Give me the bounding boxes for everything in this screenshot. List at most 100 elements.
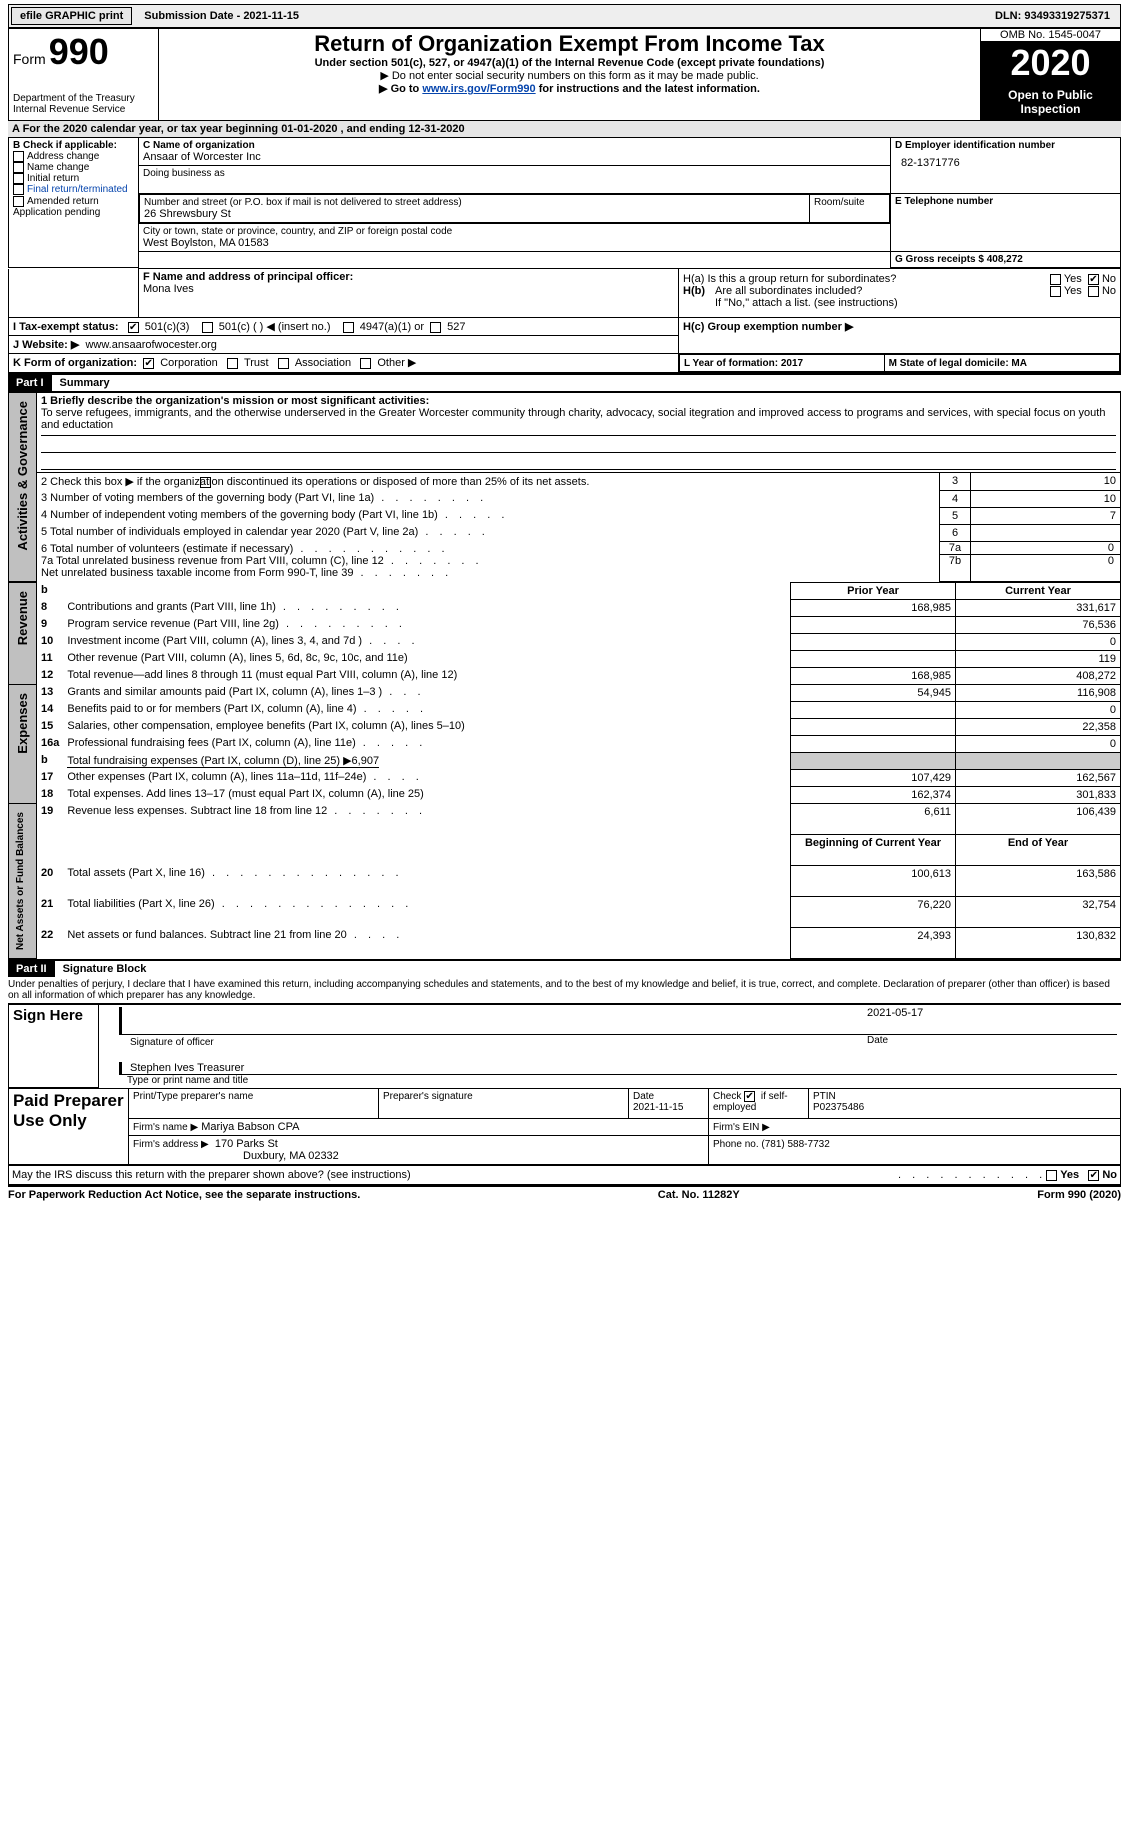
l15cy: 22,358 [956,718,1121,735]
l4n: 4 [940,490,971,507]
line2-text: 2 Check this box ▶ if the organization d… [41,476,589,488]
firm-name-value: Mariya Babson CPA [201,1121,299,1133]
form-subtitle: Under section 501(c), 527, or 4947(a)(1)… [163,57,976,69]
final-return-label: Final return/terminated [27,185,128,196]
l22n: 22 [37,927,64,958]
l13cy: 116,908 [956,684,1121,701]
phone-no: Phone no. (781) 588-7732 [713,1139,830,1150]
check-if-text: Check [713,1091,744,1102]
address-change-checkbox[interactable] [13,151,24,162]
hc-label: H(c) Group exemption number ▶ [683,321,853,333]
ha-no-checkbox[interactable] [1088,274,1099,285]
line3-val: 10 [971,473,1121,491]
omb-number: OMB No. 1545-0047 [981,29,1120,42]
i-4947: 4947(a)(1) or [360,321,424,333]
end-year-header: End of Year [956,834,1121,865]
l7bv: 0 [971,555,1120,567]
l17cy: 162,567 [956,769,1121,786]
vert-governance: Activities & Governance [13,395,32,557]
k-corp-checkbox[interactable] [143,358,154,369]
k-trust-checkbox[interactable] [227,358,238,369]
l16b-gray2 [956,752,1121,769]
k-other-checkbox[interactable] [360,358,371,369]
self-emp-checkbox[interactable] [744,1091,755,1102]
discuss-yes: Yes [1060,1169,1079,1181]
footer-center: Cat. No. 11282Y [658,1189,740,1201]
line5-text: 5 Total number of individuals employed i… [41,526,418,538]
officer-value: Mona Ives [143,283,674,295]
l10cy: 0 [956,633,1121,650]
l19cy: 106,439 [956,803,1121,834]
k-assoc-checkbox[interactable] [278,358,289,369]
l19py: 6,611 [791,803,956,834]
l16apy [791,735,956,752]
l16at: Professional fundraising fees (Part IX, … [67,737,355,749]
l18py: 162,374 [791,786,956,803]
l20n: 20 [37,865,64,896]
l12n: 12 [37,667,64,684]
l8py: 168,985 [791,599,956,616]
ein-label: D Employer identification number [895,140,1116,151]
l5n: 5 [940,507,971,524]
street-value: 26 Shrewsbury St [144,208,805,220]
footer-right: Form 990 (2020) [1037,1189,1121,1201]
room-label: Room/suite [814,197,885,208]
l16b-gray1 [791,752,956,769]
l9t: Program service revenue (Part VIII, line… [67,618,279,630]
line1-text: To serve refugees, immigrants, and the o… [41,407,1116,431]
box-b-title: B Check if applicable: [13,140,134,151]
i-4947-checkbox[interactable] [343,322,354,333]
l20cy: 163,586 [956,865,1121,896]
part2-label: Part II [8,961,55,977]
i-527-checkbox[interactable] [430,322,441,333]
l8cy: 331,617 [956,599,1121,616]
org-name-label: C Name of organization [143,140,886,151]
irs-link[interactable]: www.irs.gov/Form990 [422,83,535,95]
line2-checkbox[interactable] [200,477,211,488]
dba-label: Doing business as [143,168,886,179]
discuss-no: No [1102,1169,1117,1181]
l16acy: 0 [956,735,1121,752]
l19n: 19 [37,803,64,834]
org-name-value: Ansaar of Worcester Inc [143,151,886,163]
sign-here-label: Sign Here [13,1007,94,1024]
hb-no-checkbox[interactable] [1088,286,1099,297]
form-title: Return of Organization Exempt From Incom… [163,31,976,57]
prior-year-header: Prior Year [791,582,956,599]
l7bn: 7b [940,555,970,567]
paid-preparer-label: Paid Preparer Use Only [13,1091,124,1131]
prep-sig-label: Preparer's signature [383,1091,624,1102]
l22t: Net assets or fund balances. Subtract li… [67,929,346,941]
l14t: Benefits paid to or for members (Part IX… [67,703,356,715]
prep-date-label: Date [633,1091,704,1102]
goto-pre: Go to [391,83,423,95]
discuss-no-checkbox[interactable] [1088,1170,1099,1181]
l6v [971,524,1121,541]
hb-yes-checkbox[interactable] [1050,286,1061,297]
amended-return-checkbox[interactable] [13,196,24,207]
line6-text: 6 Total number of volunteers (estimate i… [41,543,293,555]
ha-yes-checkbox[interactable] [1050,274,1061,285]
l20py: 100,613 [791,865,956,896]
i-501c: 501(c) ( ) ◀ (insert no.) [219,321,331,333]
efile-print-button[interactable]: efile GRAPHIC print [11,7,132,25]
l15py [791,718,956,735]
goto-post: for instructions and the latest informat… [539,83,760,95]
l6n: 6 [940,524,971,541]
ptin-label: PTIN [813,1091,1116,1102]
final-return-checkbox[interactable] [13,184,24,195]
line7a-text: 7a Total unrelated business revenue from… [41,555,384,567]
l18n: 18 [37,786,64,803]
l16bt: Total fundraising expenses (Part IX, col… [67,755,379,768]
gross-receipts: G Gross receipts $ 408,272 [895,254,1116,265]
name-change-checkbox[interactable] [13,162,24,173]
part1-title: Summary [52,375,118,391]
name-change-label: Name change [27,162,89,173]
initial-return-checkbox[interactable] [13,173,24,184]
discuss-yes-checkbox[interactable] [1046,1170,1057,1181]
l13t: Grants and similar amounts paid (Part IX… [67,686,382,698]
i-501c3-checkbox[interactable] [128,322,139,333]
i-501c-checkbox[interactable] [202,322,213,333]
ein-value: 82-1371776 [895,151,1116,175]
l19t: Revenue less expenses. Subtract line 18 … [67,805,327,817]
